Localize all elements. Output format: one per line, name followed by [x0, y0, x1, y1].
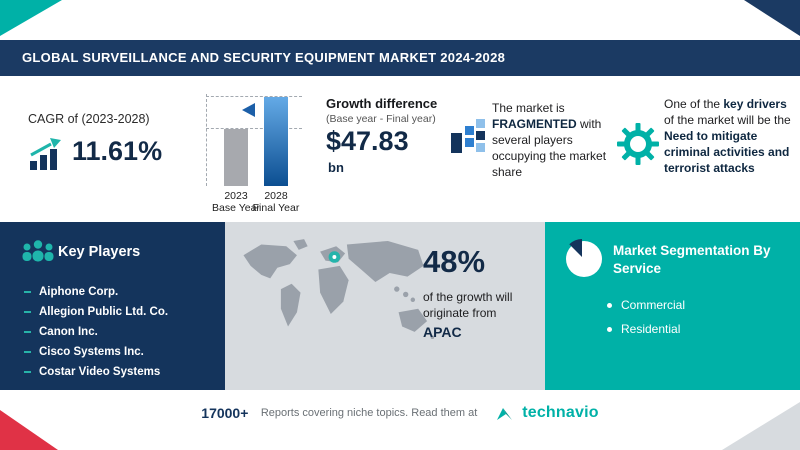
key-player-name: Canon Inc.	[39, 326, 98, 338]
key-player-name: Costar Video Systems	[39, 366, 161, 378]
footer-note: Reports covering niche topics. Read them…	[260, 407, 478, 420]
dash-bullet-icon	[24, 310, 31, 313]
cagr-label: CAGR of (2023-2028)	[28, 112, 150, 126]
segment-name: Residential	[621, 322, 681, 336]
chart-axis-dashed	[206, 94, 207, 186]
list-item: Commercial	[607, 298, 685, 312]
world-map	[231, 234, 436, 367]
key-players-title: Key Players	[58, 244, 141, 260]
driver-pre: One of the	[664, 97, 724, 111]
fragmented-squares-icon	[450, 118, 486, 159]
bar1-year: 2023	[224, 190, 248, 202]
list-item: Aiphone Corp.	[24, 286, 168, 298]
fragmented-highlight: FRAGMENTED	[492, 117, 577, 131]
key-driver-text: One of the key drivers of the market wil…	[664, 96, 794, 176]
bar2-label: Final Year	[252, 202, 300, 214]
apac-growth-value: 48%	[423, 244, 486, 279]
key-player-name: Cisco Systems Inc.	[39, 346, 144, 358]
page-title: GLOBAL SURVEILLANCE AND SECURITY EQUIPME…	[22, 50, 506, 65]
brand-name: technavio	[522, 404, 599, 421]
segmentation-panel: Market Segmentation By Service Commercia…	[545, 222, 800, 390]
list-item: Canon Inc.	[24, 326, 168, 338]
growth-difference-value: $47.83	[326, 126, 409, 156]
chart-gridline-top	[206, 96, 302, 97]
fragmented-pre: The market is	[492, 101, 565, 115]
list-item: Cisco Systems Inc.	[24, 346, 168, 358]
difference-arrow-icon	[242, 103, 255, 117]
segment-name: Commercial	[621, 298, 686, 312]
bar2-year: 2028	[264, 190, 288, 202]
key-players-panel: Key Players Aiphone Corp. Allegion Publi…	[0, 222, 225, 390]
pie-chart-icon	[563, 238, 605, 285]
dot-bullet-icon	[607, 327, 612, 333]
driver-mid: of the market will be the	[664, 113, 791, 127]
bar1-label: Base Year	[212, 202, 260, 214]
corner-accent-bottom-right	[722, 402, 800, 450]
header-bar: GLOBAL SURVEILLANCE AND SECURITY EQUIPME…	[0, 40, 800, 76]
dot-bullet-icon	[607, 303, 612, 309]
list-item: Residential	[607, 322, 685, 336]
technavio-logo: technavio	[496, 404, 599, 422]
apac-region-label: APAC	[423, 324, 462, 340]
key-player-name: Aiphone Corp.	[39, 286, 119, 298]
list-item: Allegion Public Ltd. Co.	[24, 306, 168, 318]
apac-growth-line2: originate from	[423, 306, 497, 320]
driver-bold2: Need to mitigate criminal activities and…	[664, 129, 790, 175]
footer: 17000+ Reports covering niche topics. Re…	[0, 404, 800, 422]
key-player-name: Allegion Public Ltd. Co.	[39, 306, 169, 318]
dash-bullet-icon	[24, 330, 31, 333]
apac-growth-line1: of the growth will	[423, 290, 513, 304]
key-players-list: Aiphone Corp. Allegion Public Ltd. Co. C…	[24, 286, 168, 386]
cagr-value: 11.61%	[72, 136, 163, 166]
bar-2023	[224, 129, 248, 186]
bar-2028	[264, 97, 288, 186]
driver-bold1: key drivers	[723, 97, 787, 111]
growth-difference-subtitle: (Base year - Final year)	[326, 113, 436, 125]
chart-gridline-base	[206, 128, 302, 129]
segmentation-title: Market Segmentation By Service	[613, 243, 771, 276]
reports-count: 17000+	[201, 405, 249, 422]
dash-bullet-icon	[24, 350, 31, 353]
apac-panel: 48% of the growth will originate from AP…	[225, 222, 545, 390]
gear-icon	[616, 122, 660, 171]
growth-difference-unit: bn	[328, 160, 344, 175]
corner-accent-top-right	[744, 0, 800, 36]
growth-chart-icon	[28, 138, 66, 177]
list-item: Costar Video Systems	[24, 366, 168, 378]
dash-bullet-icon	[24, 370, 31, 373]
dash-bullet-icon	[24, 290, 31, 293]
fragmented-post: with several players occupying the marke…	[492, 117, 607, 179]
fragmented-text: The market is FRAGMENTED with several pl…	[492, 100, 614, 180]
corner-accent-bottom-left	[0, 410, 58, 450]
technavio-logo-icon	[496, 408, 512, 420]
corner-accent-top-left	[0, 0, 62, 36]
segmentation-list: Commercial Residential	[607, 298, 685, 346]
people-icon	[20, 238, 56, 273]
growth-difference-title: Growth difference	[326, 96, 438, 111]
